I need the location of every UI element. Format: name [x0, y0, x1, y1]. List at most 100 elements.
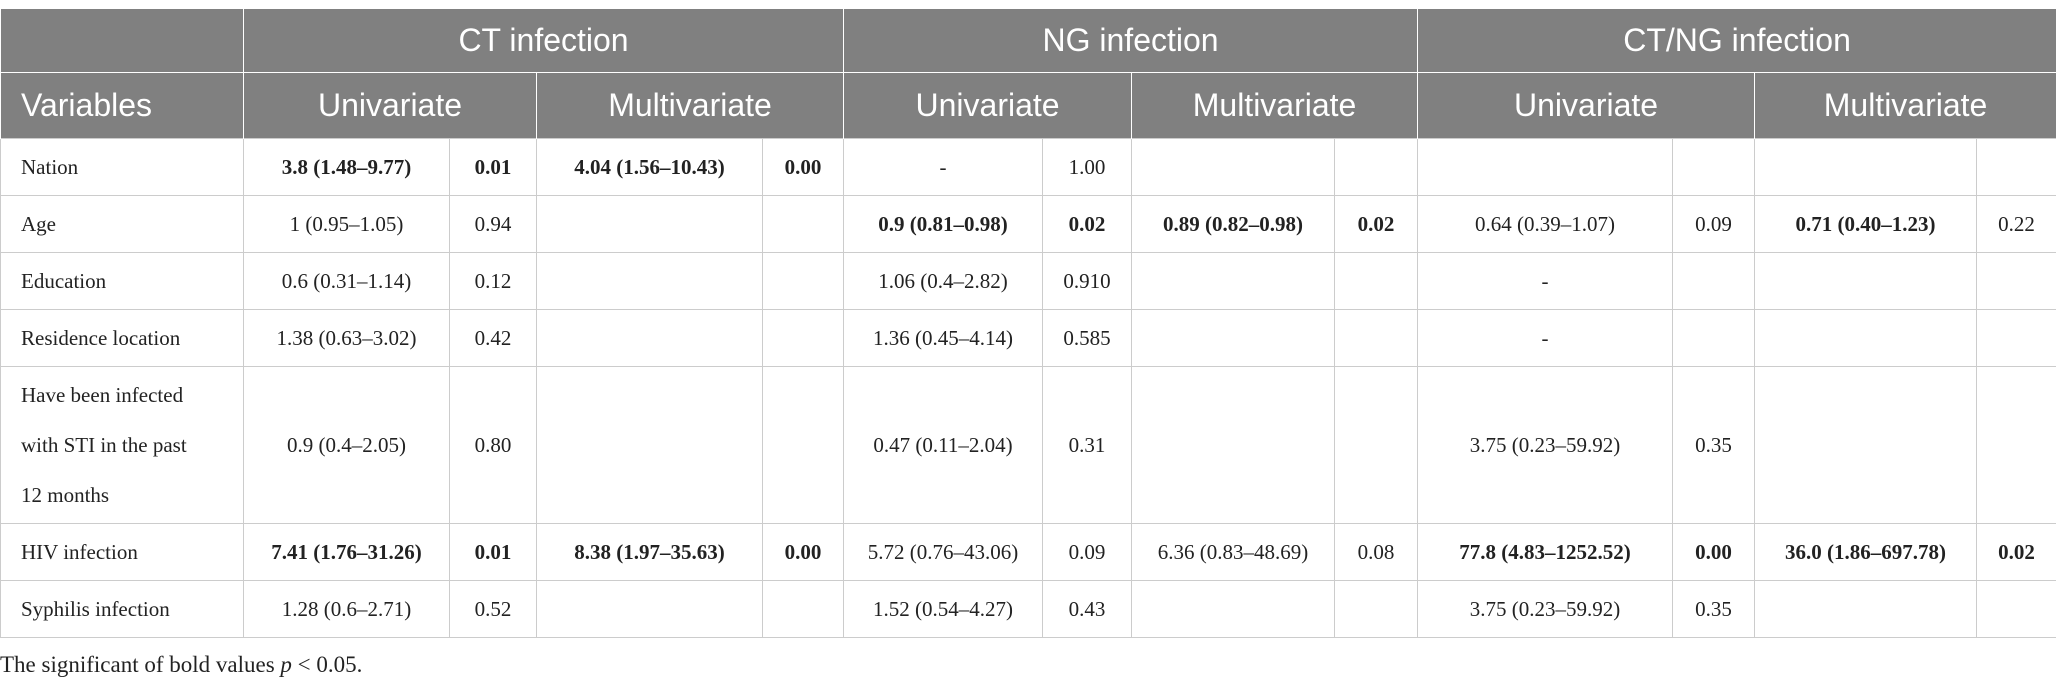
table-cell: 0.64 (0.39–1.07)	[1417, 195, 1674, 253]
ct-univariate-header: Univariate	[243, 72, 537, 139]
table-cell: 0.94	[449, 195, 537, 253]
table-cell	[1131, 580, 1336, 638]
table-cell	[1754, 580, 1978, 638]
table-cell	[1334, 138, 1419, 196]
group-header-ng: NG infection	[843, 9, 1419, 73]
row-label: HIV infection	[0, 523, 244, 581]
row-label: Syphilis infection	[0, 580, 244, 638]
table-cell: 0.47 (0.11–2.04)	[843, 366, 1044, 524]
table-cell: 0.9 (0.4–2.05)	[243, 366, 450, 524]
table-row: Residence location 1.38 (0.63–3.02) 0.42…	[0, 309, 2056, 367]
table-cell	[1754, 366, 1978, 524]
table-cell: 0.00	[761, 138, 845, 196]
table-cell: 3.8 (1.48–9.77)	[243, 138, 450, 196]
table-cell	[1131, 252, 1336, 310]
table-cell	[1334, 366, 1419, 524]
table-cell	[1334, 252, 1419, 310]
group-header-ct: CT infection	[242, 9, 845, 73]
table-row: Have been infected with STI in the past 12…	[0, 366, 2056, 524]
variables-header: Variables	[0, 72, 244, 139]
row-label-line: with STI in the past	[21, 433, 187, 457]
table-cell	[1976, 309, 2056, 367]
table-cell: 77.8 (4.83–1252.52)	[1417, 523, 1674, 581]
table-cell	[1334, 580, 1419, 638]
table-cell: 0.35	[1672, 366, 1756, 524]
row-label: Nation	[0, 138, 244, 196]
table-cell: -	[1417, 309, 1674, 367]
table-cell: 0.31	[1042, 366, 1133, 524]
table-cell: 1.38 (0.63–3.02)	[243, 309, 450, 367]
table-cell: 8.38 (1.97–35.63)	[536, 523, 763, 581]
row-label: Residence location	[0, 309, 244, 367]
table-cell: 0.43	[1042, 580, 1133, 638]
row-label: Age	[0, 195, 244, 253]
table-cell: 3.75 (0.23–59.92)	[1417, 580, 1674, 638]
table-cell	[1672, 252, 1756, 310]
table-cell: 0.89 (0.82–0.98)	[1131, 195, 1336, 253]
table-cell	[761, 366, 845, 524]
table-cell: 0.00	[1672, 523, 1756, 581]
table-cell: 3.75 (0.23–59.92)	[1417, 366, 1674, 524]
table-cell	[1754, 138, 1978, 196]
row-label-line: 12 months	[21, 483, 110, 507]
footnote-prefix: The significant of bold values	[0, 652, 281, 677]
table-cell: 36.0 (1.86–697.78)	[1754, 523, 1978, 581]
table-cell: 0.09	[1042, 523, 1133, 581]
ctng-multivariate-header: Multivariate	[1754, 72, 2056, 139]
table-cell	[1417, 138, 1674, 196]
subheader-row: Variables Univariate Multivariate Univar…	[0, 72, 2056, 139]
corner-cell	[0, 9, 244, 73]
table-cell	[1672, 309, 1756, 367]
table-cell: 0.02	[1334, 195, 1419, 253]
table-cell	[761, 309, 845, 367]
table-cell	[536, 309, 763, 367]
table-cell: 1.36 (0.45–4.14)	[843, 309, 1044, 367]
table-cell: 6.36 (0.83–48.69)	[1131, 523, 1336, 581]
table-cell: 7.41 (1.76–31.26)	[243, 523, 450, 581]
table-cell: 1.06 (0.4–2.82)	[843, 252, 1044, 310]
table-cell: 0.71 (0.40–1.23)	[1754, 195, 1978, 253]
row-label-line: Have been infected	[21, 383, 184, 407]
table-cell	[1131, 309, 1336, 367]
table-cell	[1754, 309, 1978, 367]
table-footnote: The significant of bold values p < 0.05.	[0, 652, 362, 678]
results-table: CT infection NG infection CT/NG infectio…	[0, 9, 2056, 638]
table-cell: -	[1417, 252, 1674, 310]
table-cell: 1 (0.95–1.05)	[243, 195, 450, 253]
table-cell	[1976, 138, 2056, 196]
row-label: Education	[0, 252, 244, 310]
table-cell	[1334, 309, 1419, 367]
ng-univariate-header: Univariate	[843, 72, 1133, 139]
table-row: Education 0.6 (0.31–1.14) 0.12 1.06 (0.4…	[0, 252, 2056, 310]
table-cell: 0.01	[449, 523, 537, 581]
table-cell: 0.35	[1672, 580, 1756, 638]
table-cell	[761, 252, 845, 310]
row-label: Have been infected with STI in the past 12…	[0, 366, 244, 524]
table-cell: 0.00	[761, 523, 845, 581]
table-cell	[1131, 138, 1336, 196]
table-cell: 4.04 (1.56–10.43)	[536, 138, 763, 196]
table-cell: 0.585	[1042, 309, 1133, 367]
table-cell	[761, 195, 845, 253]
table-cell: 0.52	[449, 580, 537, 638]
table-cell: 5.72 (0.76–43.06)	[843, 523, 1044, 581]
table-cell	[536, 195, 763, 253]
table-cell	[761, 580, 845, 638]
table-cell	[1754, 252, 1978, 310]
group-header-ctng: CT/NG infection	[1417, 9, 2056, 73]
table-cell: 0.08	[1334, 523, 1419, 581]
ng-multivariate-header: Multivariate	[1131, 72, 1419, 139]
table-cell: 0.02	[1976, 523, 2056, 581]
table-cell: 0.12	[449, 252, 537, 310]
table-cell: 0.22	[1976, 195, 2056, 253]
table-cell	[1976, 366, 2056, 524]
ctng-univariate-header: Univariate	[1417, 72, 1756, 139]
table-cell: 0.01	[449, 138, 537, 196]
table-cell	[536, 580, 763, 638]
table-cell: 1.52 (0.54–4.27)	[843, 580, 1044, 638]
table-row: Nation 3.8 (1.48–9.77) 0.01 4.04 (1.56–1…	[0, 138, 2056, 196]
table-cell: -	[843, 138, 1044, 196]
table-cell	[536, 252, 763, 310]
table-cell: 0.9 (0.81–0.98)	[843, 195, 1044, 253]
table-cell	[1131, 366, 1336, 524]
